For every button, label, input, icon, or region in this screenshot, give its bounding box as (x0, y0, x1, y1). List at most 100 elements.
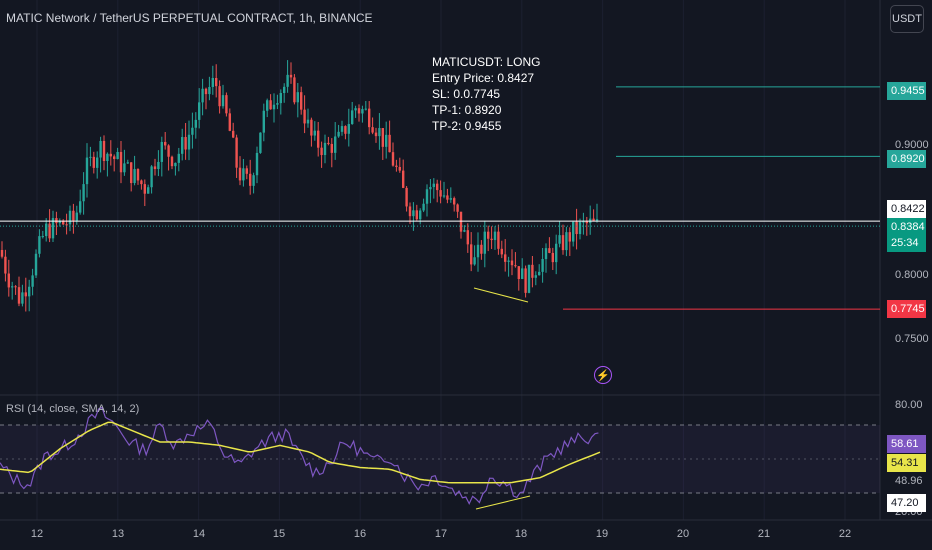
candle-body (572, 221, 575, 242)
candle-body (595, 219, 599, 221)
candle-body (126, 162, 129, 164)
candle-body (221, 95, 225, 107)
candle-body (198, 102, 201, 120)
candle-body (510, 260, 514, 266)
candle-body (85, 157, 89, 185)
x-tick: 15 (272, 528, 286, 540)
rsi-ma-badge: 54.31 (887, 454, 926, 472)
candle-body (470, 244, 473, 265)
candle-body (310, 119, 313, 136)
candle-body (524, 268, 527, 293)
candle-body (34, 253, 38, 276)
note-line-4: TP-1: 0.8920 (432, 103, 502, 117)
candle-body (490, 238, 493, 241)
candle-body (187, 134, 191, 150)
candle-body (65, 224, 68, 226)
x-tick: 16 (353, 528, 367, 540)
candle-body (143, 184, 146, 194)
candle-body (466, 230, 469, 245)
candle-body (72, 210, 75, 221)
candle-body (225, 95, 228, 114)
candle-body (544, 248, 548, 260)
candle-body (28, 286, 31, 297)
candle-body (167, 145, 170, 157)
x-tick: 17 (434, 528, 448, 540)
price-divergence-line (473, 287, 529, 303)
candle-body (480, 244, 483, 254)
x-tick: 12 (30, 528, 44, 540)
candle-body (174, 162, 177, 167)
note-line-1: MATICUSDT: LONG (432, 55, 541, 69)
candle-body (463, 230, 466, 232)
candle-body (449, 198, 452, 200)
candle-body (517, 266, 520, 279)
tp1-price-badge: 0.8920 (887, 150, 926, 168)
candle-body (133, 169, 136, 184)
candle-body (473, 257, 476, 265)
candle-body (415, 210, 418, 220)
candle-body (551, 252, 554, 263)
candle-body (354, 108, 357, 111)
candle-body (548, 248, 551, 253)
candle-body (106, 153, 109, 162)
entry-price-badge: 0.8422 (887, 200, 926, 218)
candle-body (41, 236, 44, 238)
candle-body (558, 235, 561, 244)
candle-body (357, 108, 361, 114)
candle-body (215, 77, 218, 87)
candle-body (286, 74, 289, 87)
candle-body (68, 210, 72, 225)
candle-body (262, 110, 265, 133)
x-tick: 20 (676, 528, 690, 540)
candle-body (24, 292, 27, 297)
candle-body (534, 275, 537, 278)
candle-body (164, 141, 167, 146)
candle-body (585, 221, 588, 224)
candle-body (75, 212, 78, 221)
candle-body (541, 259, 544, 272)
candle-body (153, 166, 157, 170)
candle-body (378, 128, 381, 137)
candle-body (568, 232, 571, 242)
candle-body (374, 132, 378, 137)
candle-body (242, 168, 245, 181)
candle-body (296, 92, 299, 103)
candle-body (395, 165, 398, 167)
candle-body (402, 170, 405, 188)
candle-body (218, 86, 221, 107)
candle-body (48, 223, 51, 239)
candle-body (527, 264, 531, 293)
candle-body (323, 142, 327, 156)
candle-body (211, 77, 214, 87)
candle-body (371, 127, 374, 133)
candle-body (320, 147, 323, 156)
candle-body (575, 221, 578, 235)
candle-body (364, 108, 367, 110)
candle-body (432, 183, 435, 188)
rsi-indicator-label[interactable]: RSI (14, close, SMA, 14, 2) (6, 403, 140, 415)
candle-body (330, 143, 333, 153)
candle-body (442, 195, 446, 197)
candle-body (130, 162, 133, 184)
chart-title: MATIC Network / TetherUS PERPETUAL CONTR… (6, 11, 373, 25)
candle-body (405, 187, 408, 207)
candle-body (293, 77, 296, 103)
candle-body (7, 273, 10, 288)
note-line-5: TP-2: 0.9455 (432, 119, 502, 133)
candle-body (408, 206, 412, 217)
candle-body (62, 220, 65, 225)
candle-body (385, 134, 388, 147)
candle-body (255, 152, 259, 176)
candle-body (368, 108, 371, 128)
lightning-icon[interactable]: ⚡ (594, 366, 612, 384)
candle-body (344, 126, 347, 134)
candle-body (170, 156, 174, 167)
candle-body (58, 220, 61, 224)
candle-body (582, 221, 585, 223)
candle-body (303, 109, 306, 124)
candle-body (157, 161, 160, 170)
candle-body (238, 167, 242, 181)
candle-body (109, 153, 112, 157)
currency-selector[interactable]: USDT (890, 5, 924, 33)
